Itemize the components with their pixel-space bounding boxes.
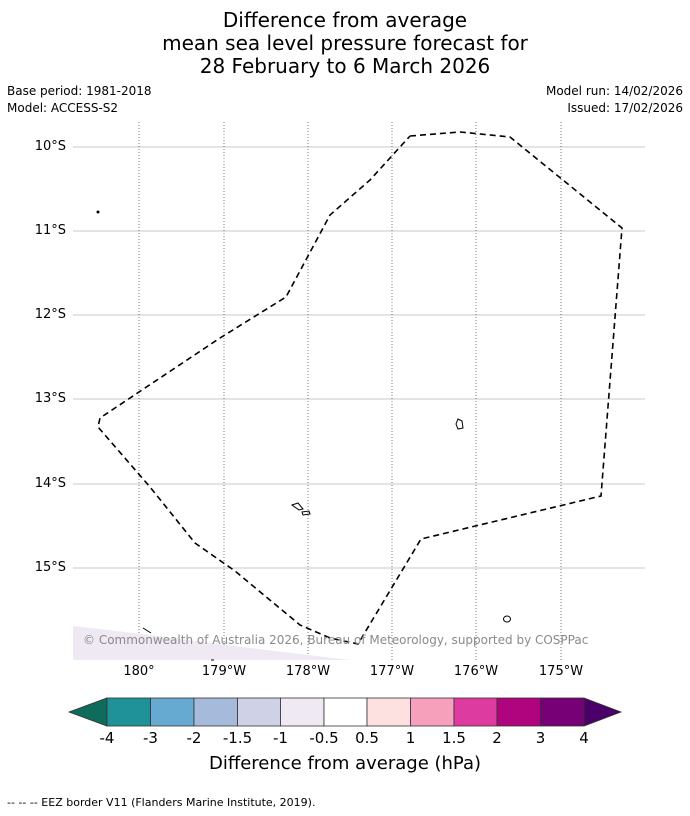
colorbar-label: 3 xyxy=(535,729,546,747)
colorbar-seg-6 xyxy=(323,697,368,727)
colorbar-seg-3 xyxy=(193,697,238,727)
copyright-notice: © Commonwealth of Australia 2026, Bureau… xyxy=(83,633,589,647)
base-period: Base period: 1981-2018 xyxy=(7,84,152,98)
lat-label-15s: 15°S xyxy=(34,560,66,575)
colorbar-seg-4 xyxy=(237,697,281,727)
model-name: Model: ACCESS-S2 xyxy=(7,101,119,115)
colorbar-label: -2 xyxy=(186,729,202,747)
lat-label-10s: 10°S xyxy=(34,139,66,154)
colorbar-seg-5 xyxy=(280,697,325,727)
colorbar-seg-7 xyxy=(366,697,411,727)
colorbar-seg-11 xyxy=(540,697,585,727)
lon-label-175w: 175°W xyxy=(538,664,584,679)
positive-anomaly-area xyxy=(73,626,350,660)
colorbar-seg-1 xyxy=(106,697,151,727)
colorbar-label: 4 xyxy=(579,729,589,747)
colorbar-label: 0.5 xyxy=(355,729,379,747)
lat-label-13s: 13°S xyxy=(34,391,66,406)
lat-gridlines xyxy=(73,146,645,569)
colorbar-seg-12 xyxy=(583,697,623,727)
map-title-line1: Difference from average xyxy=(222,8,468,32)
colorbar-label: -3 xyxy=(143,729,158,747)
colorbar-label: -0.5 xyxy=(309,729,339,747)
colorbar-seg-2 xyxy=(150,697,195,727)
colorbar-label: -4 xyxy=(99,729,115,747)
issued-date: Issued: 17/02/2026 xyxy=(567,101,683,115)
colorbar-label: -1.5 xyxy=(222,729,253,747)
map-panel xyxy=(73,122,645,661)
colorbar-label: 1.5 xyxy=(442,729,466,747)
eez-legend-note: -- -- -- EEZ border V11 (Flanders Marine… xyxy=(7,796,316,809)
lon-label-178w: 178°W xyxy=(285,664,331,679)
colorbar-seg-9 xyxy=(453,697,498,727)
eez-border xyxy=(97,131,623,645)
lon-label-177w: 177°W xyxy=(369,664,415,679)
islands xyxy=(96,210,511,661)
lon-label-176w: 176°W xyxy=(453,664,499,679)
colorbar-seg-0 xyxy=(67,697,108,727)
lat-label-12s: 12°S xyxy=(34,307,66,322)
lat-label-11s: 11°S xyxy=(34,223,66,238)
lon-label-179w: 179°W xyxy=(201,664,247,679)
colorbar-title: Difference from average (hPa) xyxy=(208,753,482,774)
colorbar-label: -1 xyxy=(273,729,288,747)
colorbar-label: 1 xyxy=(405,729,416,747)
colorbar xyxy=(67,697,623,727)
map-title-line3: 28 February to 6 March 2026 xyxy=(199,54,491,78)
lat-label-14s: 14°S xyxy=(34,476,66,491)
lon-label-180: 180° xyxy=(123,664,155,679)
colorbar-seg-8 xyxy=(410,697,455,727)
colorbar-label: 2 xyxy=(492,729,502,747)
colorbar-seg-10 xyxy=(496,697,541,727)
map-title-line2: mean sea level pressure forecast for xyxy=(162,31,528,55)
model-run: Model run: 14/02/2026 xyxy=(545,84,683,98)
